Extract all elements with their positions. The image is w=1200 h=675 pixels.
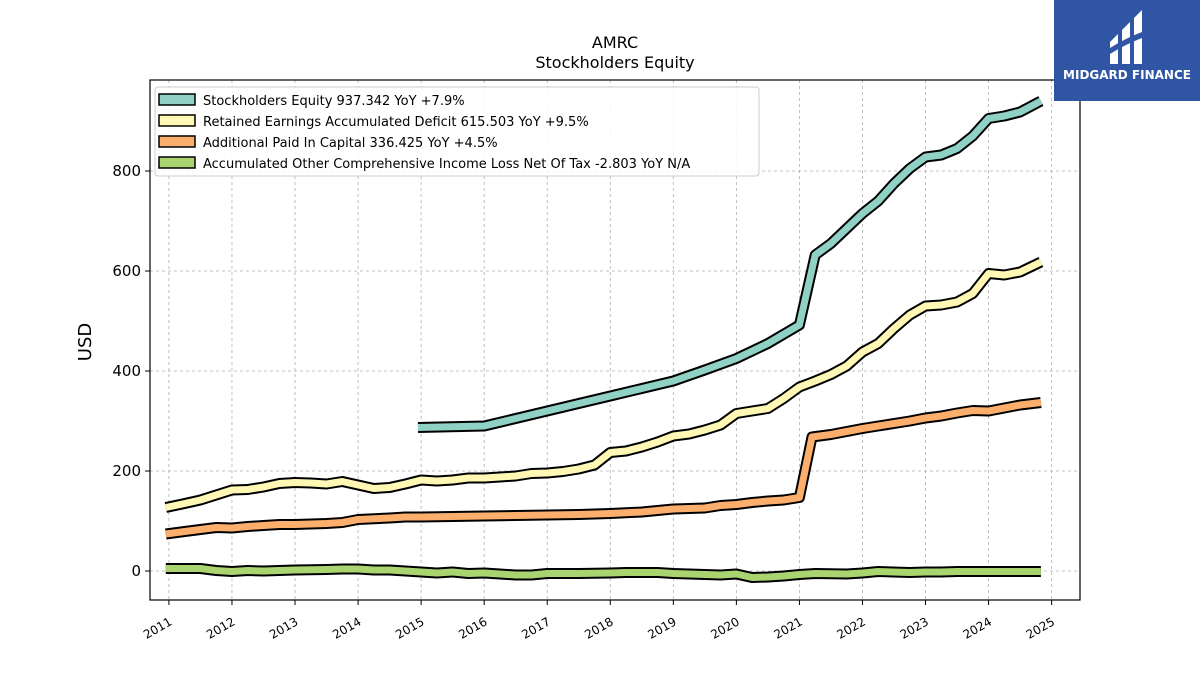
x-tick-label: 2011 xyxy=(141,614,174,641)
legend: Stockholders Equity 937.342 YoY +7.9% Ret… xyxy=(154,86,760,177)
x-tick-label: 2019 xyxy=(645,614,678,641)
x-tick-label: 2021 xyxy=(771,614,804,641)
brand-logo: MIDGARD FINANCE xyxy=(1054,0,1200,101)
x-tick-label: 2024 xyxy=(961,614,994,641)
legend-label: Additional Paid In Capital 336.425 YoY +… xyxy=(203,136,498,151)
x-tick-label: 2025 xyxy=(1024,614,1057,641)
x-tick-label: 2016 xyxy=(456,614,489,641)
legend-swatch xyxy=(158,156,196,169)
legend-box xyxy=(154,86,760,177)
series-line xyxy=(417,97,1043,431)
brand-mark-icon xyxy=(1110,10,1142,64)
y-tick-label: 400 xyxy=(112,362,141,380)
series-outline xyxy=(164,257,1044,513)
plot-frame xyxy=(149,79,1081,601)
series-lines xyxy=(164,96,1044,583)
legend-swatch xyxy=(158,93,196,106)
y-tick-label: 200 xyxy=(112,462,141,480)
x-tick-label: 2018 xyxy=(582,614,615,641)
series-line xyxy=(165,399,1042,538)
x-tick-label: 2013 xyxy=(267,614,300,641)
x-tick-label: 2023 xyxy=(898,614,931,641)
legend-swatch xyxy=(158,135,196,148)
y-tick-label: 800 xyxy=(112,162,141,180)
x-tick-label: 2015 xyxy=(393,614,426,641)
x-tick-label: 2022 xyxy=(835,614,868,641)
chart-title: AMRC xyxy=(592,33,638,52)
chart-subtitle: Stockholders Equity xyxy=(535,53,694,72)
x-tick-label: 2014 xyxy=(330,614,363,641)
x-tick-label: 2017 xyxy=(519,614,552,641)
brand-name: MIDGARD FINANCE xyxy=(1063,68,1191,82)
series-line xyxy=(165,258,1043,511)
legend-label: Accumulated Other Comprehensive Income L… xyxy=(203,157,690,172)
y-axis-ticks: 0 200 400 600 800 xyxy=(112,162,150,580)
x-tick-label: 2012 xyxy=(204,614,237,641)
y-tick-label: 600 xyxy=(112,262,141,280)
y-axis-label: USD xyxy=(75,323,96,361)
legend-label: Stockholders Equity 937.342 YoY +7.9% xyxy=(203,94,465,109)
x-axis-ticks: 2011 2012 2013 2014 2015 2016 2017 2018 2019 2020… xyxy=(141,600,1057,642)
series-line xyxy=(165,565,1041,581)
legend-label: Retained Earnings Accumulated Deficit 61… xyxy=(203,115,589,130)
x-tick-label: 2020 xyxy=(708,614,741,641)
legend-swatch xyxy=(158,114,196,127)
y-tick-label: 0 xyxy=(131,562,141,580)
